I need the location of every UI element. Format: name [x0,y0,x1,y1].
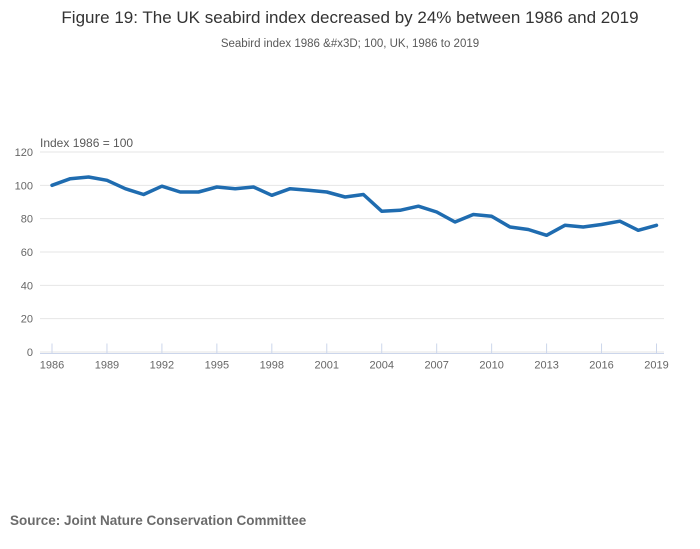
x-tick-label: 1989 [95,360,119,372]
x-tick-label: 1998 [260,360,284,372]
x-tick-label: 1986 [40,360,64,372]
y-tick-label: 60 [21,247,33,259]
y-tick-label: 80 [21,214,33,226]
x-tick-label: 2007 [424,360,448,372]
y-tick-label: 120 [15,147,33,159]
x-tick-label: 2004 [369,360,393,372]
seabird-index-series-line [50,175,659,238]
y-tick-label: 0 [27,347,33,359]
y-tick-label: 20 [21,314,33,326]
y-axis-unit-label: Index 1986 = 100 [40,136,133,150]
x-tick-label: 1992 [150,360,174,372]
x-tick-label: 2016 [589,360,613,372]
chart-title: Figure 19: The UK seabird index decrease… [61,8,639,27]
y-tick-label: 40 [21,280,33,292]
source-attribution: Source: Joint Nature Conservation Commit… [10,513,307,528]
x-tick-label: 2010 [479,360,503,372]
gridlines-group [40,151,664,353]
tick-labels-group: 0 20 40 60 80 100 120 1986 1989 1992 1995 1998 2001 2… [15,147,669,372]
chart-subtitle: Seabird index 1986 &#x3D; 100, UK, 1986 … [220,38,480,50]
x-tick-label: 2019 [644,360,668,372]
axis-group [40,343,664,354]
x-tick-label: 2013 [534,360,558,372]
x-tick-label: 1995 [205,360,229,372]
seabird-index-line-chart: Index 1986 = 100 0 20 40 60 80 100 120 1986 1989… [15,136,669,372]
series-group [50,175,659,238]
x-tick-label: 2001 [315,360,339,372]
y-tick-label: 100 [15,180,33,192]
